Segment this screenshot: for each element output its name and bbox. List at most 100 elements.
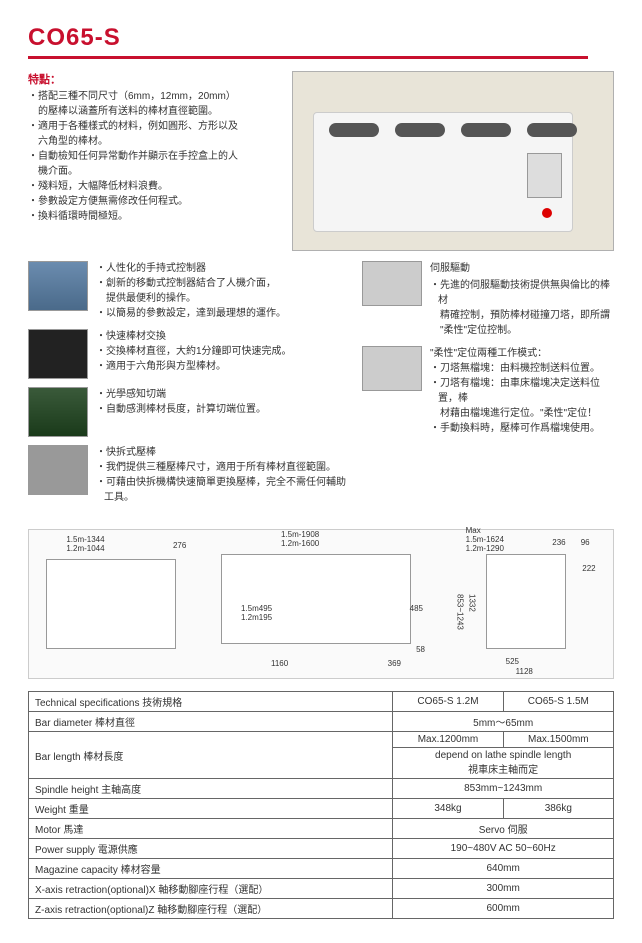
controller-thumb: [28, 261, 88, 311]
table-header: Technical specifications 技術規格: [29, 692, 393, 712]
features-list: ・搭配三種不同尺寸（6mm，12mm，20mm） 的壓棒以涵蓋所有送料的棒材直徑…: [28, 89, 278, 224]
machine-body: [313, 112, 573, 232]
text-line: ・刀塔無檔塊：由料機控制送料位置。: [430, 361, 614, 376]
vent-icon: [527, 123, 577, 137]
features-block: 特點： ・搭配三種不同尺寸（6mm，12mm，20mm） 的壓棒以涵蓋所有送料的…: [28, 71, 278, 251]
table-row: Motor 馬達 Servo 伺服: [29, 819, 614, 839]
technical-drawings: 1.5m-1344 1.2m-1044 276 1.5m-1908 1.2m-1…: [28, 529, 614, 679]
optical-feature: ・光學感知切端 ・自動感測棒材長度，計算切端位置。: [28, 387, 348, 437]
spec-value: 640mm: [393, 859, 614, 879]
diagram-label: 369: [388, 659, 401, 668]
text-line: ・可藉由快拆機構快速簡單更換壓棒，完全不需任何輔助工具。: [96, 475, 348, 505]
servo-feature: 伺服驅動 ・先進的伺服驅動技術提供無與倫比的棒材 精確控制，預防棒材碰撞刀塔，即…: [362, 261, 614, 338]
feature-line: ・搭配三種不同尺寸（6mm，12mm，20mm）: [28, 89, 278, 104]
text-line: ・交換棒材直徑，大約1分鐘即可快速完成。: [96, 344, 292, 359]
text-line: ・自動感測棒材長度，計算切端位置。: [96, 402, 266, 417]
feature-line: ・換料循環時間極短。: [28, 209, 278, 224]
pressbar-text: ・快拆式壓棒 ・我們提供三種壓棒尺寸，適用于所有棒材直徑範圍。 ・可藉由快拆機構…: [96, 445, 348, 505]
diagram-label: 1.5m495 1.2m195: [241, 604, 272, 622]
spec-value: 5mm～65mm: [393, 712, 614, 732]
text-line: 精確控制，預防棒材碰撞刀塔，即所謂: [430, 308, 614, 323]
spec-label: Power supply 電源供應: [29, 839, 393, 859]
spec-value: Max.1500mm: [503, 732, 613, 748]
feature-line: ・適用于各種樣式的材料，例如圓形、方形以及: [28, 119, 278, 134]
text-line: ・快拆式壓棒: [96, 445, 348, 460]
specifications-table: Technical specifications 技術規格 CO65-S 1.2…: [28, 691, 614, 919]
table-row: Bar diameter 棒材直徑 5mm～65mm: [29, 712, 614, 732]
diagram-label: 1128: [516, 667, 533, 676]
spec-value: 853mm~1243mm: [393, 779, 614, 799]
features-label: 特點：: [28, 71, 278, 87]
vents: [329, 123, 577, 137]
text-line: ・適用于六角形與方型棒材。: [96, 359, 292, 374]
side-view-diagram: [221, 554, 411, 644]
diagram-label: 1.5m-1344 1.2m-1044: [66, 535, 104, 553]
fastbar-text: ・快速棒材交換 ・交換棒材直徑，大約1分鐘即可快速完成。 ・適用于六角形與方型棒…: [96, 329, 292, 374]
table-row: Z-axis retraction(optional)Z 軸移動腳座行程（選配）…: [29, 899, 614, 919]
diagram-label: 58: [416, 645, 425, 654]
flexible-list: ・刀塔無檔塊：由料機控制送料位置。 ・刀塔有檔塊：由車床檔塊决定送料位置，棒 材…: [430, 361, 614, 436]
text-line: ・我們提供三種壓棒尺寸，適用于所有棒材直徑範圍。: [96, 460, 348, 475]
text-line: ・光學感知切端: [96, 387, 266, 402]
controller-text: ・人性化的手持式控制器 ・創新的移動式控制器結合了人機介面， 提供最便利的操作。…: [96, 261, 286, 321]
text-line: 提供最便利的操作。: [96, 291, 286, 306]
pressbar-feature: ・快拆式壓棒 ・我們提供三種壓棒尺寸，適用于所有棒材直徑範圍。 ・可藉由快拆機構…: [28, 445, 348, 505]
text-line: ・手動換料時，壓棒可作爲檔塊使用。: [430, 421, 614, 436]
spec-label: Spindle height 主軸高度: [29, 779, 393, 799]
controller-feature: ・人性化的手持式控制器 ・創新的移動式控制器結合了人機介面， 提供最便利的操作。…: [28, 261, 348, 321]
top-section: 特點： ・搭配三種不同尺寸（6mm，12mm，20mm） 的壓棒以涵蓋所有送料的…: [28, 71, 614, 251]
feature-details: ・人性化的手持式控制器 ・創新的移動式控制器結合了人機介面， 提供最便利的操作。…: [28, 261, 614, 513]
spec-label: Bar diameter 棒材直徑: [29, 712, 393, 732]
feature-line: 六角型的棒材。: [28, 134, 278, 149]
diagram-label: 853~1243: [456, 594, 465, 630]
sensor-thumb: [28, 387, 88, 437]
control-panel: [527, 153, 562, 198]
spec-value: 190~480V AC 50~60Hz: [393, 839, 614, 859]
servo-list: ・先進的伺服驅動技術提供無與倫比的棒材 精確控制，預防棒材碰撞刀塔，即所謂 "柔…: [430, 278, 614, 338]
text-line: ・快速棒材交換: [96, 329, 292, 344]
diagram-label: 222: [582, 564, 595, 573]
text-line: ・創新的移動式控制器結合了人機介面，: [96, 276, 286, 291]
feature-line: ・自動檢知任何异常動作并顯示在手控盒上的人: [28, 149, 278, 164]
table-row: Power supply 電源供應 190~480V AC 50~60Hz: [29, 839, 614, 859]
table-row: Technical specifications 技術規格 CO65-S 1.2…: [29, 692, 614, 712]
spec-label: Magazine capacity 棒材容量: [29, 859, 393, 879]
table-row: Spindle height 主軸高度 853mm~1243mm: [29, 779, 614, 799]
flexible-feature: "柔性"定位兩種工作模式： ・刀塔無檔塊：由料機控制送料位置。 ・刀塔有檔塊：由…: [362, 346, 614, 436]
diagram-label: 525: [506, 657, 519, 666]
table-row: Weight 重量 348kg 386kg: [29, 799, 614, 819]
table-header: CO65-S 1.5M: [503, 692, 613, 712]
table-row: Magazine capacity 棒材容量 640mm: [29, 859, 614, 879]
vent-icon: [461, 123, 511, 137]
flexible-title: "柔性"定位兩種工作模式：: [430, 346, 614, 361]
diagram-label: 236: [552, 538, 565, 547]
servo-text: 伺服驅動 ・先進的伺服驅動技術提供無與倫比的棒材 精確控制，預防棒材碰撞刀塔，即…: [430, 261, 614, 338]
feature-line: ・殘料短，大幅降低材料浪費。: [28, 179, 278, 194]
spec-value: 386kg: [503, 799, 613, 819]
product-photo: [292, 71, 614, 251]
product-title: CO65-S: [28, 24, 614, 52]
end-view-diagram: [486, 554, 566, 649]
text-line: "柔性"定位控制。: [430, 323, 614, 338]
text-line: 材藉由檔塊進行定位。"柔性"定位！: [430, 406, 614, 421]
spec-label: Bar length 棒材長度: [29, 732, 393, 779]
spec-label: X-axis retraction(optional)X 軸移動腳座行程（選配）: [29, 879, 393, 899]
diagram-label: 485: [410, 604, 423, 613]
spec-value: Max.1200mm: [393, 732, 503, 748]
text-line: ・人性化的手持式控制器: [96, 261, 286, 276]
spec-value: 600mm: [393, 899, 614, 919]
flexible-text: "柔性"定位兩種工作模式： ・刀塔無檔塊：由料機控制送料位置。 ・刀塔有檔塊：由…: [430, 346, 614, 436]
table-row: Bar length 棒材長度 Max.1200mm Max.1500mm: [29, 732, 614, 748]
servo-title: 伺服驅動: [430, 261, 614, 276]
diagram-label: 1332: [468, 594, 477, 612]
estop-icon: [542, 208, 552, 218]
flexible-thumb: [362, 346, 422, 391]
bar-thumb: [28, 329, 88, 379]
front-view-diagram: [46, 559, 176, 649]
spec-label: Z-axis retraction(optional)Z 軸移動腳座行程（選配）: [29, 899, 393, 919]
diagram-label: 1.5m-1908 1.2m-1600: [281, 530, 319, 548]
table-row: X-axis retraction(optional)X 軸移動腳座行程（選配）…: [29, 879, 614, 899]
text-line: ・以簡易的參數設定，達到最理想的運作。: [96, 306, 286, 321]
diagram-label: 276: [173, 541, 186, 550]
left-feature-column: ・人性化的手持式控制器 ・創新的移動式控制器結合了人機介面， 提供最便利的操作。…: [28, 261, 348, 513]
